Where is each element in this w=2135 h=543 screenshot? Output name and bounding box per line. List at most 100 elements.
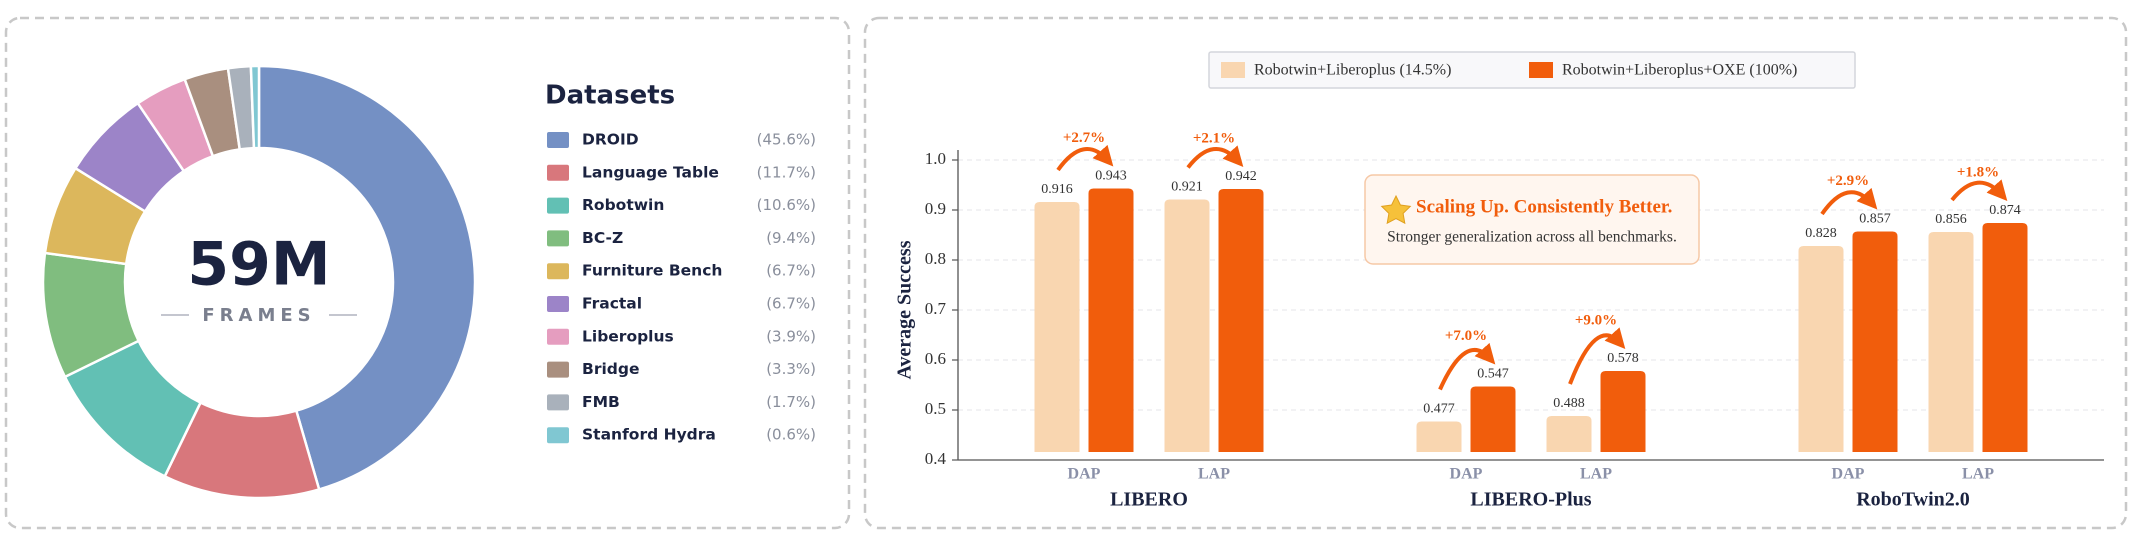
left-panel [4,16,851,530]
legend-value: (45.6%) [757,131,816,149]
legend-swatch [547,427,569,444]
bar [1218,189,1264,452]
y-tick-label: 0.8 [925,249,946,268]
legend-swatch [547,394,569,411]
value-label: 0.857 [1859,212,1891,227]
x-tick-label: DAP [1068,466,1101,483]
x-tick-label: DAP [1450,466,1483,483]
legend-swatch [1529,62,1553,78]
y-tick-label: 0.9 [925,199,946,218]
gain-arrow [1820,187,1878,216]
donut-slice [257,64,477,492]
group-label: LIBERO [1110,489,1188,511]
gain-label: +1.8% [1957,164,1999,180]
legend-swatch [547,361,569,378]
x-tick-label: DAP [1832,466,1865,483]
legend-value: (9.4%) [766,229,816,247]
x-tick-label: LAP [1962,466,1994,483]
group-label: LIBERO-Plus [1470,489,1591,511]
legend-swatch [547,197,569,214]
gain-arrow [1950,179,2008,202]
gain-label: +2.7% [1063,130,1105,146]
bar-chart: Robotwin+Liberoplus (14.5%) Robotwin+Libe… [894,51,2104,511]
value-label: 0.916 [1041,182,1073,197]
value-label: 0.943 [1095,169,1127,184]
legend-value: (6.7%) [766,262,816,280]
legend-label: Stanford Hydra [582,426,716,444]
right-panel [863,16,2128,530]
legend-label: Fractal [582,295,642,313]
legend-swatch [1221,62,1245,78]
value-label: 0.578 [1607,351,1639,366]
legend-value: (0.6%) [766,426,816,444]
bar [1416,421,1462,452]
legend-value: (11.7%) [757,163,816,181]
legend-label: Robotwin [582,196,664,214]
y-tick-label: 0.6 [925,349,946,368]
legend-title: Datasets [545,81,675,111]
legend-label: Liberoplus [582,327,674,345]
gain-label: +2.9% [1827,173,1869,189]
legend-swatch [547,132,569,148]
gain-label: +9.0% [1575,312,1617,328]
bar [1164,199,1210,452]
gain-arrow [1568,327,1626,385]
legend-label: Robotwin+Liberoplus+OXE (100%) [1562,62,1797,79]
bar [1470,386,1516,452]
legend-label: DROID [582,131,639,149]
callout-title: Scaling Up. Consistently Better. [1416,196,1672,217]
gain-arrow [1438,342,1496,391]
bar [1928,232,1974,452]
gain-arrow [1186,145,1244,169]
legend-label: FMB [582,393,620,411]
bar [1852,231,1898,452]
group-label: RoboTwin2.0 [1856,489,1970,511]
value-label: 0.547 [1477,367,1509,382]
legend-value: (3.3%) [766,360,816,378]
value-label: 0.828 [1805,226,1837,241]
y-axis-title: Average Success [894,240,916,379]
callout-box [1364,174,1700,265]
legend-value: (10.6%) [757,196,816,214]
y-tick-label: 0.7 [925,299,947,318]
legend-label: Bridge [582,360,639,378]
legend-swatch [547,328,569,345]
bar [1088,188,1134,452]
legend-label: Furniture Bench [582,262,722,280]
value-label: 0.488 [1553,396,1585,411]
value-label: 0.856 [1935,212,1967,227]
legend-label: Language Table [582,163,719,181]
center-value: 59M [187,230,330,300]
gain-label: +7.0% [1445,328,1487,344]
legend-value: (1.7%) [766,393,816,411]
bar [1982,223,2028,452]
legend-value: (3.9%) [766,327,816,345]
value-label: 0.874 [1989,203,2021,218]
legend-swatch [547,230,569,247]
callout-text: Stronger generalization across all bench… [1387,229,1677,246]
gain-arrow [1056,144,1114,172]
donut-chart: 59M FRAMES Datasets DROID (45.6%) Language Ta… [41,64,816,500]
legend-swatch [547,296,569,312]
center-label: FRAMES [202,305,315,326]
value-label: 0.477 [1423,402,1455,417]
bar [1546,416,1592,452]
legend-swatch [547,263,569,280]
value-label: 0.942 [1225,169,1257,184]
gain-label: +2.1% [1193,130,1235,146]
legend-value: (6.7%) [766,295,816,313]
bar [1600,371,1646,452]
x-tick-label: LAP [1198,466,1230,483]
x-tick-label: LAP [1580,466,1612,483]
bar [1798,246,1844,452]
bar [1034,202,1080,452]
legend-label: BC-Z [582,229,623,247]
legend-label: Robotwin+Liberoplus (14.5%) [1254,62,1451,79]
star-icon [1380,194,1412,225]
y-tick-label: 0.4 [925,449,947,468]
y-tick-label: 1.0 [925,149,946,168]
donut-slice [249,64,261,150]
value-label: 0.921 [1171,180,1203,195]
y-tick-label: 0.5 [925,399,946,418]
